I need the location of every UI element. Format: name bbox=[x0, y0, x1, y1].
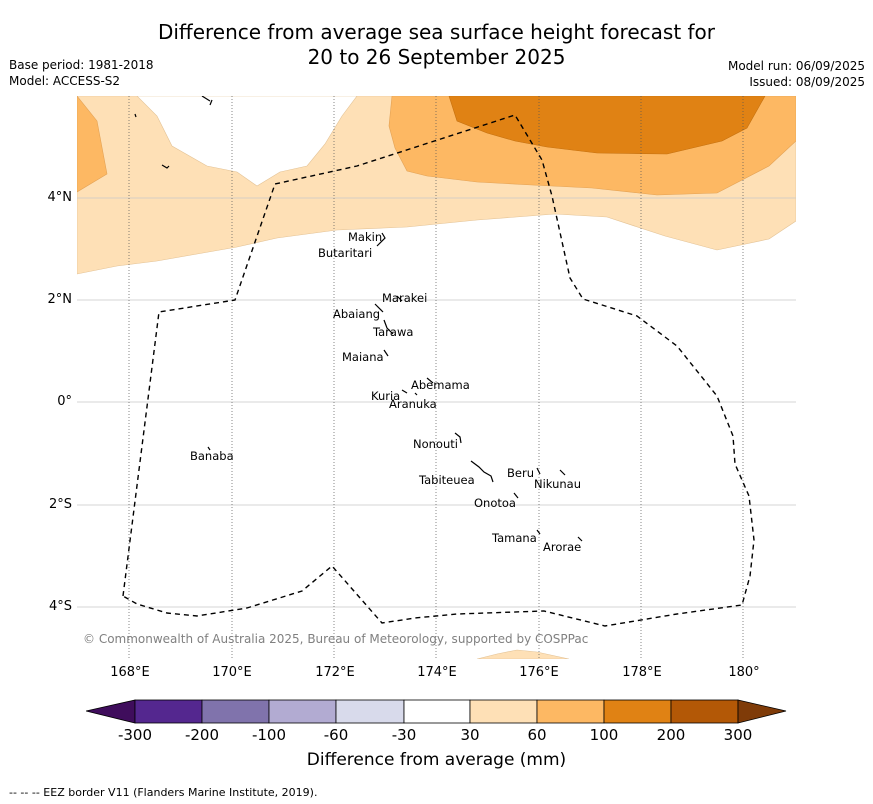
colorbar-label-300: 300 bbox=[723, 726, 753, 744]
colorbar-bin-2 bbox=[201, 699, 270, 724]
x-tick-170: 170°E bbox=[212, 665, 252, 680]
issued-date: Issued: 08/09/2025 bbox=[749, 75, 865, 89]
model-run: Model run: 06/09/2025 bbox=[727, 59, 865, 73]
place-label-makin: Makin bbox=[348, 230, 382, 244]
colorbar-bin-9 bbox=[670, 699, 739, 724]
colorbar-label-neg100: -100 bbox=[251, 726, 287, 744]
y-tick-4s: 4°S bbox=[48, 599, 72, 614]
place-label-butaritari: Butaritari bbox=[318, 246, 372, 260]
place-label-tamana: Tamana bbox=[491, 531, 537, 545]
colorbar-label-100: 100 bbox=[589, 726, 619, 744]
latitude-gridlines bbox=[77, 197, 796, 608]
colorbar-bin-6 bbox=[469, 699, 538, 724]
atoll-outlines bbox=[134, 96, 583, 542]
map-title: Difference from average sea surface heig… bbox=[0, 20, 873, 70]
place-labels: Makin Butaritari Marakei Abaiang Tarawa … bbox=[190, 230, 581, 554]
eez-footnote: -- -- -- EEZ border V11 (Flanders Marine… bbox=[9, 786, 318, 799]
place-label-abemama: Abemama bbox=[411, 378, 470, 392]
x-tick-168: 168°E bbox=[110, 665, 150, 680]
anomaly-30-60-south bbox=[476, 649, 570, 659]
longitude-gridlines bbox=[128, 96, 744, 659]
place-label-aranuka: Aranuka bbox=[389, 397, 437, 411]
colorbar-extend-high bbox=[737, 699, 787, 724]
place-label-onotoa: Onotoa bbox=[474, 496, 516, 510]
y-tick-2s: 2°S bbox=[48, 497, 72, 512]
colorbar-label-neg60: -60 bbox=[323, 726, 349, 744]
place-label-arorae: Arorae bbox=[543, 540, 581, 554]
colorbar-label-60: 60 bbox=[527, 726, 547, 744]
eez-border bbox=[122, 114, 755, 627]
colorbar-label-30: 30 bbox=[460, 726, 480, 744]
model-name: Model: ACCESS-S2 bbox=[9, 74, 121, 88]
base-period: Base period: 1981-2018 bbox=[9, 58, 154, 72]
place-label-nonouti: Nonouti bbox=[413, 437, 458, 451]
colorbar-extend-low bbox=[86, 699, 136, 724]
anomaly-100-200-north bbox=[448, 96, 766, 155]
colorbar-label-neg300: -300 bbox=[117, 726, 153, 744]
colorbar-bin-1 bbox=[134, 699, 203, 724]
copyright-notice: © Commonwealth of Australia 2025, Bureau… bbox=[83, 632, 589, 646]
anomaly-60-100-west bbox=[77, 96, 108, 193]
place-label-abaiang: Abaiang bbox=[333, 307, 380, 321]
map-svg: Makin Butaritari Marakei Abaiang Tarawa … bbox=[77, 96, 796, 659]
map-area: Makin Butaritari Marakei Abaiang Tarawa … bbox=[77, 96, 796, 659]
anomaly-neutral-top bbox=[136, 96, 358, 187]
meta-right: Model run: 06/09/2025 Issued: 08/09/2025 bbox=[728, 58, 865, 90]
colorbar-bin-8 bbox=[603, 699, 672, 724]
place-label-marakei: Marakei bbox=[382, 291, 427, 305]
place-label-tarawa: Tarawa bbox=[372, 325, 413, 339]
place-label-beru: Beru bbox=[507, 466, 534, 480]
place-label-maiana: Maiana bbox=[342, 350, 384, 364]
x-tick-178: 178°E bbox=[622, 665, 662, 680]
place-label-nikunau: Nikunau bbox=[534, 477, 581, 491]
x-tick-180: 180° bbox=[728, 665, 760, 680]
place-label-banaba: Banaba bbox=[190, 449, 234, 463]
colorbar-bin-4 bbox=[335, 699, 405, 724]
colorbar-title: Difference from average (mm) bbox=[306, 750, 567, 770]
colorbar-label-neg200: -200 bbox=[184, 726, 220, 744]
colorbar-bin-5 bbox=[403, 699, 471, 724]
meta-left: Base period: 1981-2018 Model: ACCESS-S2 bbox=[9, 57, 154, 89]
y-tick-0: 0° bbox=[57, 394, 72, 409]
title-line-1: Difference from average sea surface heig… bbox=[157, 20, 716, 44]
y-tick-2n: 2°N bbox=[47, 292, 73, 307]
colorbar-label-neg30: -30 bbox=[391, 726, 417, 744]
colorbar-label-200: 200 bbox=[656, 726, 686, 744]
colorbar bbox=[86, 699, 787, 724]
y-tick-4n: 4°N bbox=[47, 190, 73, 205]
x-tick-172: 172°E bbox=[315, 665, 355, 680]
x-tick-174: 174°E bbox=[417, 665, 457, 680]
title-line-2: 20 to 26 September 2025 bbox=[307, 45, 566, 69]
place-label-kuria: Kuria bbox=[371, 389, 400, 403]
colorbar-bin-3 bbox=[268, 699, 337, 724]
colorbar-bin-7 bbox=[536, 699, 605, 724]
x-tick-176: 176°E bbox=[519, 665, 559, 680]
place-label-tabiteuea: Tabiteuea bbox=[418, 473, 475, 487]
